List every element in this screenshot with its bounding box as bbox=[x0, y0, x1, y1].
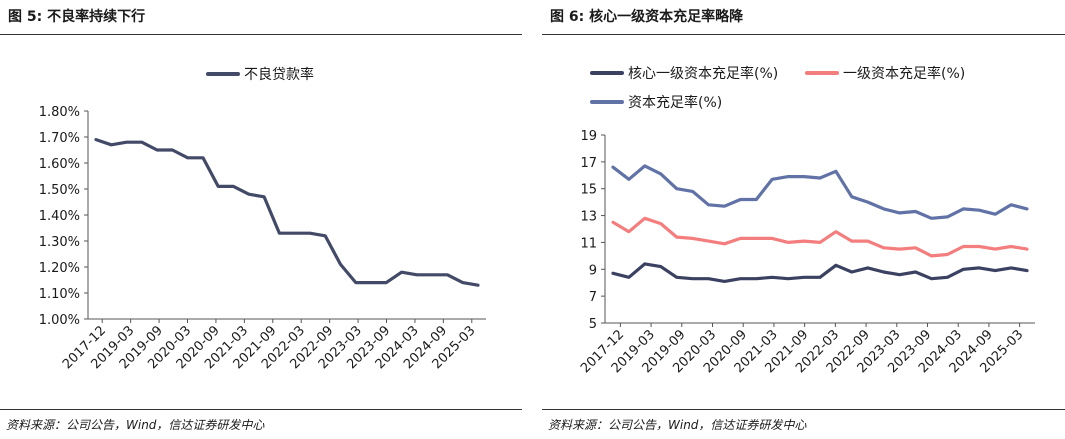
y-tick-label: 1.10% bbox=[39, 287, 80, 302]
y-tick-label: 1.40% bbox=[39, 209, 80, 224]
y-tick-label: 1.60% bbox=[39, 157, 80, 172]
legend-label-2: 资本充足率(%) bbox=[628, 94, 722, 111]
legend-label-1: 一级资本充足率(%) bbox=[843, 65, 965, 82]
series-line-0 bbox=[611, 262, 1029, 283]
figure-6-panel: 图 6: 核心一级资本充足率略降 5 7 9 11 13 15 17 19 2017-12 201… bbox=[542, 0, 1065, 439]
figure-5-bottom-rule bbox=[0, 409, 522, 410]
y-tick-label: 1.30% bbox=[39, 235, 80, 250]
series-line-2 bbox=[611, 164, 1029, 220]
series-line-0 bbox=[94, 137, 480, 287]
y-tick-label: 1.50% bbox=[39, 183, 80, 198]
legend-label-0: 不良贷款率 bbox=[244, 66, 314, 83]
figure-5-chart: 1.00% 1.10% 1.20% 1.30% 1.40% 1.50% 1.60% 1.70%… bbox=[39, 66, 486, 372]
figure-6-bottom-rule bbox=[542, 409, 1065, 410]
figure-6-chart: 57911131517192017-122019-032019-092020-0… bbox=[578, 65, 1035, 376]
figure-5-top-rule bbox=[0, 34, 522, 35]
figure-5-panel: 图 5: 不良率持续下行 1.00% 1.10% 1.20% 1.30% 1.40% 1.… bbox=[0, 0, 522, 439]
y-tick-label: 7 bbox=[589, 290, 597, 305]
figure-5-source: 资料来源：公司公告，Wind，信达证券研发中心 bbox=[6, 418, 265, 432]
y-tick-label: 1.70% bbox=[39, 131, 80, 146]
y-tick-label: 15 bbox=[580, 183, 597, 198]
y-tick-label: 11 bbox=[580, 236, 597, 251]
y-tick-label: 9 bbox=[589, 263, 597, 278]
y-tick-label: 17 bbox=[580, 156, 597, 171]
figure-5-title: 图 5: 不良率持续下行 bbox=[8, 9, 146, 25]
y-tick-label: 13 bbox=[580, 210, 597, 225]
series-line-1 bbox=[611, 216, 1029, 258]
figure-6-title: 图 6: 核心一级资本充足率略降 bbox=[550, 9, 744, 25]
y-tick-label: 19 bbox=[580, 129, 597, 144]
figure-6-source: 资料来源：公司公告，Wind，信达证券研发中心 bbox=[548, 418, 807, 432]
y-tick-label: 1.00% bbox=[39, 313, 80, 328]
legend-label-0: 核心一级资本充足率(%) bbox=[628, 65, 778, 82]
y-tick-label: 1.80% bbox=[39, 105, 80, 120]
figure-6-top-rule bbox=[542, 34, 1065, 35]
y-tick-label: 5 bbox=[589, 317, 597, 332]
y-tick-label: 1.20% bbox=[39, 261, 80, 276]
